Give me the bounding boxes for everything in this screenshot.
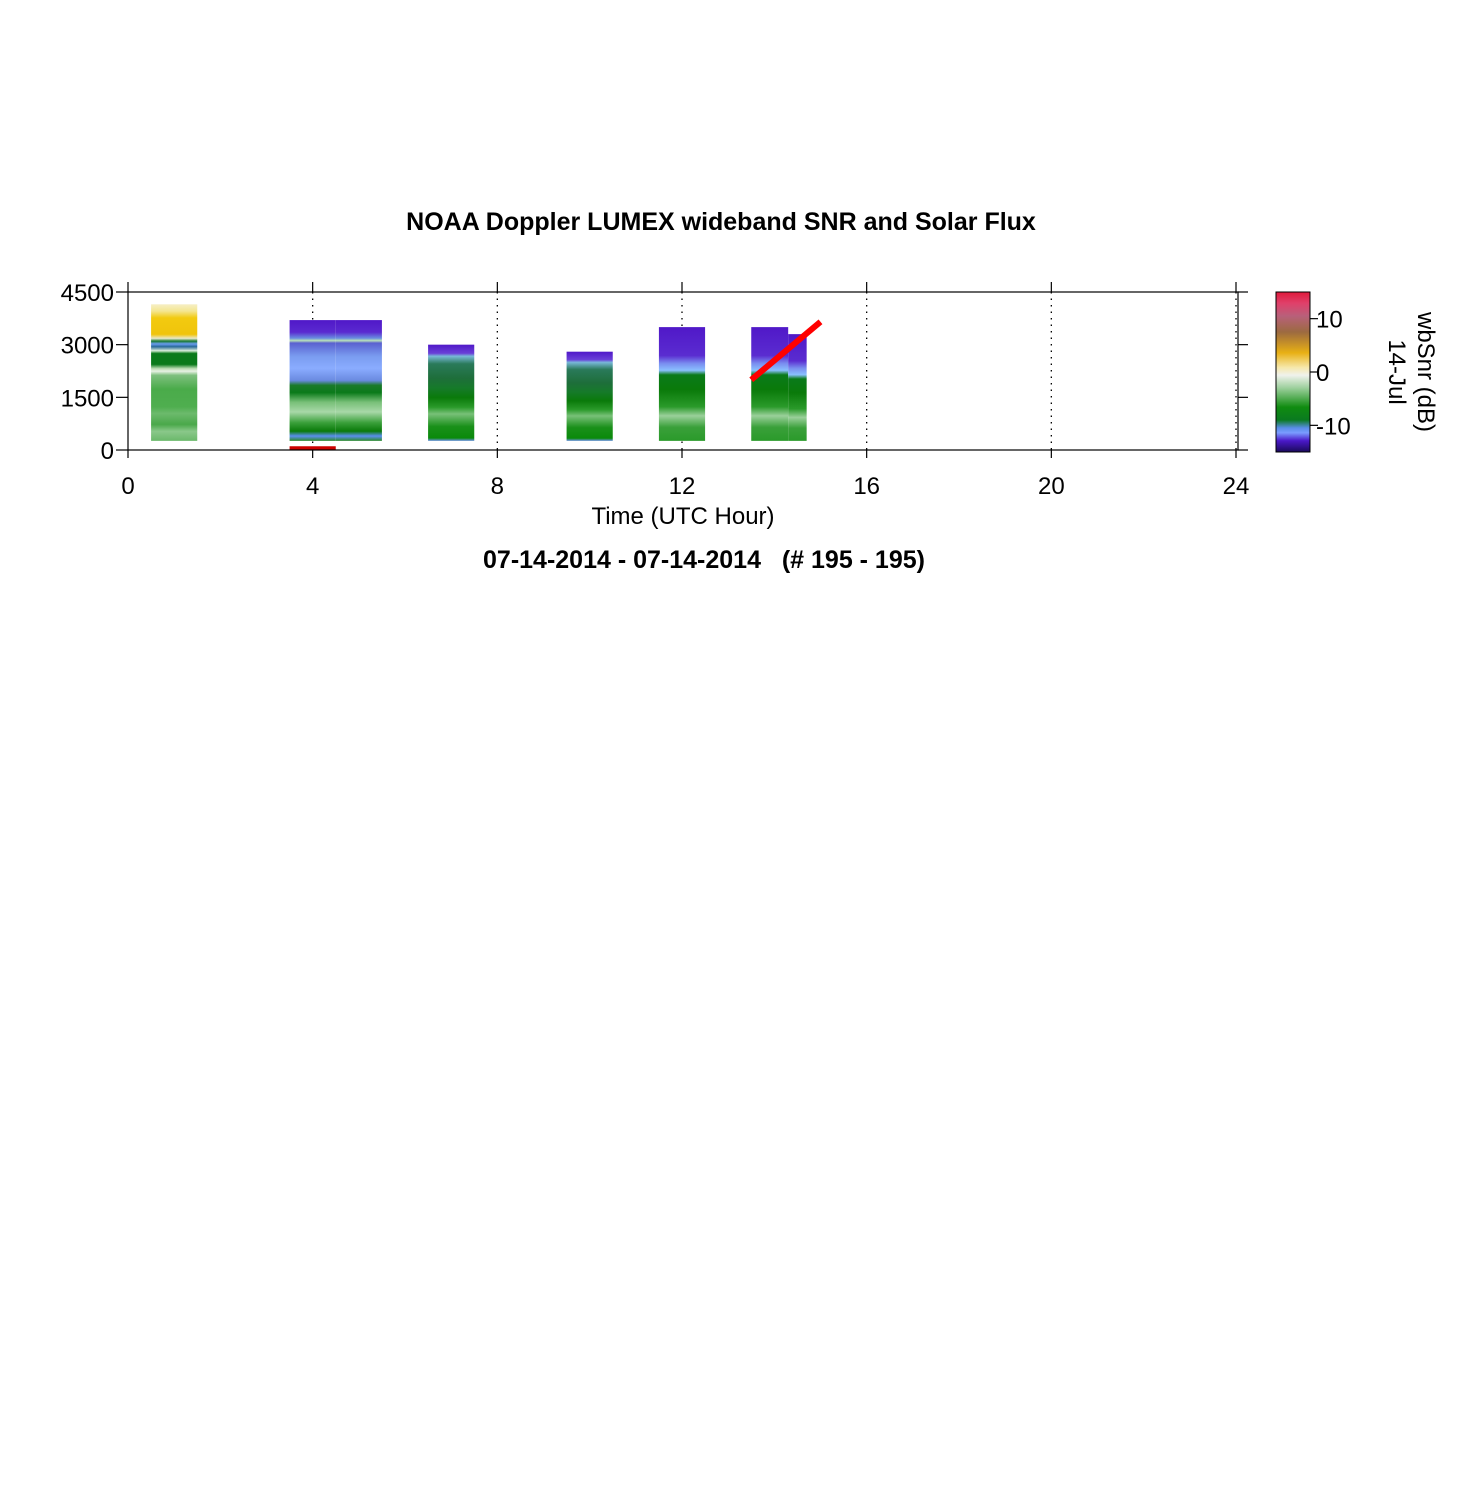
x-tick-label: 24	[1223, 473, 1250, 500]
colorbar-tick-label: -10	[1316, 413, 1351, 440]
solar-flux-line	[749, 319, 823, 383]
y-tick-label: 1500	[61, 385, 114, 412]
chart-subtitle: 07-14-2014 - 07-14-2014 (# 195 - 195)	[483, 546, 925, 574]
x-tick-label: 0	[121, 473, 134, 500]
snr-block	[658, 327, 706, 441]
y-tick-label: 0	[101, 438, 114, 465]
x-tick-label: 16	[853, 473, 880, 500]
y-tick-label: 4500	[61, 280, 114, 307]
x-axis-ticks: 0 4 8 12 16 20 24	[121, 282, 1249, 500]
snr-blocks	[151, 304, 807, 441]
colorbar	[1275, 291, 1311, 453]
x-axis-label: Time (UTC Hour)	[591, 503, 774, 530]
snr-block	[566, 351, 613, 441]
snr-block	[751, 327, 789, 441]
colorbar-sublabel: 14-Jul	[1383, 339, 1410, 404]
x-tick-label: 20	[1038, 473, 1065, 500]
colorbar-tick-label: 10	[1316, 307, 1343, 334]
snr-block	[151, 304, 198, 441]
y-tick-label: 3000	[61, 333, 114, 360]
colorbar-ticks: 10 0 -10	[1310, 307, 1351, 440]
colorbar-tick-label: 0	[1316, 360, 1329, 387]
snr-block	[289, 320, 336, 441]
y-axis-ticks: 0 1500 3000 4500	[61, 280, 1248, 465]
solar-flux-lines	[289, 319, 823, 451]
x-tick-label: 8	[491, 473, 504, 500]
colorbar-label: wbSnr (dB)	[1412, 311, 1439, 432]
x-tick-label: 12	[669, 473, 696, 500]
x-tick-label: 4	[306, 473, 319, 500]
plot-frame	[127, 291, 1239, 451]
snr-block	[335, 320, 382, 441]
chart-title: NOAA Doppler LUMEX wideband SNR and Sola…	[406, 208, 1036, 236]
snr-block	[428, 344, 475, 441]
snr-block	[788, 334, 807, 441]
